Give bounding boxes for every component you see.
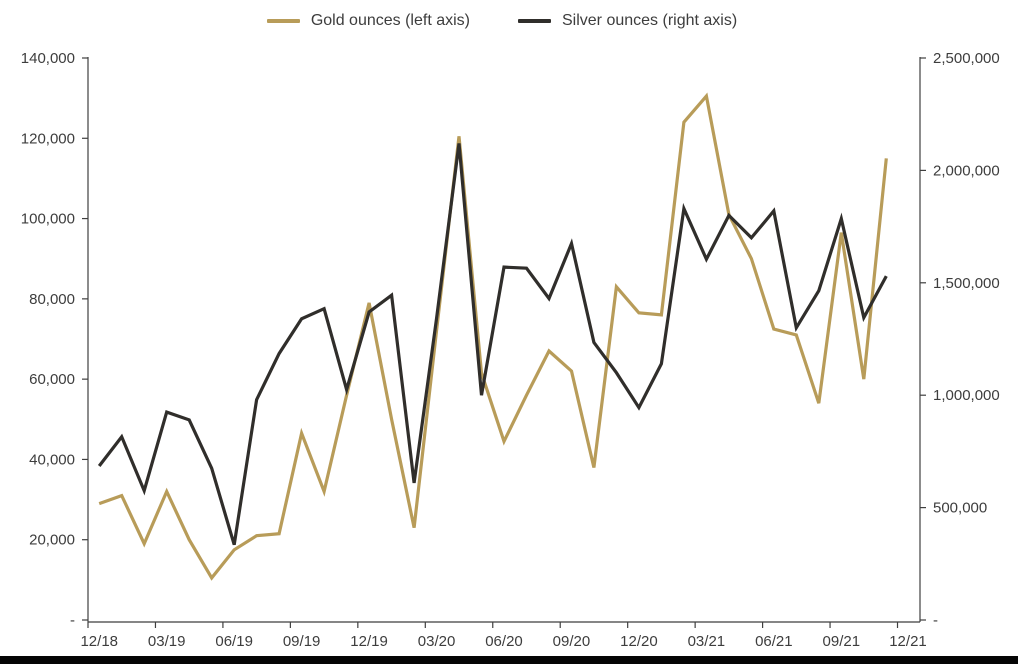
x-axis-tick-label: 12/21: [889, 633, 927, 650]
x-axis-tick-label: 12/18: [80, 633, 118, 650]
x-axis-tick-label: 06/19: [215, 633, 253, 650]
x-axis-tick-label: 03/19: [148, 633, 186, 650]
silver-line-series: [97, 143, 888, 546]
x-axis-tick-label: 09/20: [553, 633, 591, 650]
gold-line-series: [98, 92, 888, 581]
x-axis-tick-label: 09/21: [823, 633, 861, 650]
left-axis-tick-label: -: [70, 612, 75, 629]
right-axis-tick-label: 2,500,000: [933, 50, 1000, 67]
left-axis-tick-label: 20,000: [29, 532, 75, 549]
left-axis-tick-label: 140,000: [21, 50, 75, 67]
left-axis-tick-label: 80,000: [29, 291, 75, 308]
left-axis-tick-label: 120,000: [21, 130, 75, 147]
right-axis-tick-label: 2,000,000: [933, 162, 1000, 179]
left-axis-tick-label: 60,000: [29, 371, 75, 388]
x-axis-tick-label: 12/19: [350, 633, 388, 650]
x-axis-tick-label: 03/20: [418, 633, 456, 650]
x-axis-tick-label: 06/20: [485, 633, 523, 650]
x-axis-tick-label: 03/21: [688, 633, 726, 650]
right-axis-tick-label: 500,000: [933, 500, 987, 517]
right-axis-tick-label: 1,500,000: [933, 275, 1000, 292]
left-axis-tick-label: 100,000: [21, 211, 75, 228]
right-axis-tick-label: 1,000,000: [933, 387, 1000, 404]
x-axis-tick-label: 09/19: [283, 633, 321, 650]
left-axis-tick-label: 40,000: [29, 451, 75, 468]
x-axis-tick-label: 12/20: [620, 633, 658, 650]
window-edge-bar: [0, 656, 1018, 664]
right-axis-tick-label: -: [933, 612, 938, 629]
x-axis-tick-label: 06/21: [755, 633, 793, 650]
